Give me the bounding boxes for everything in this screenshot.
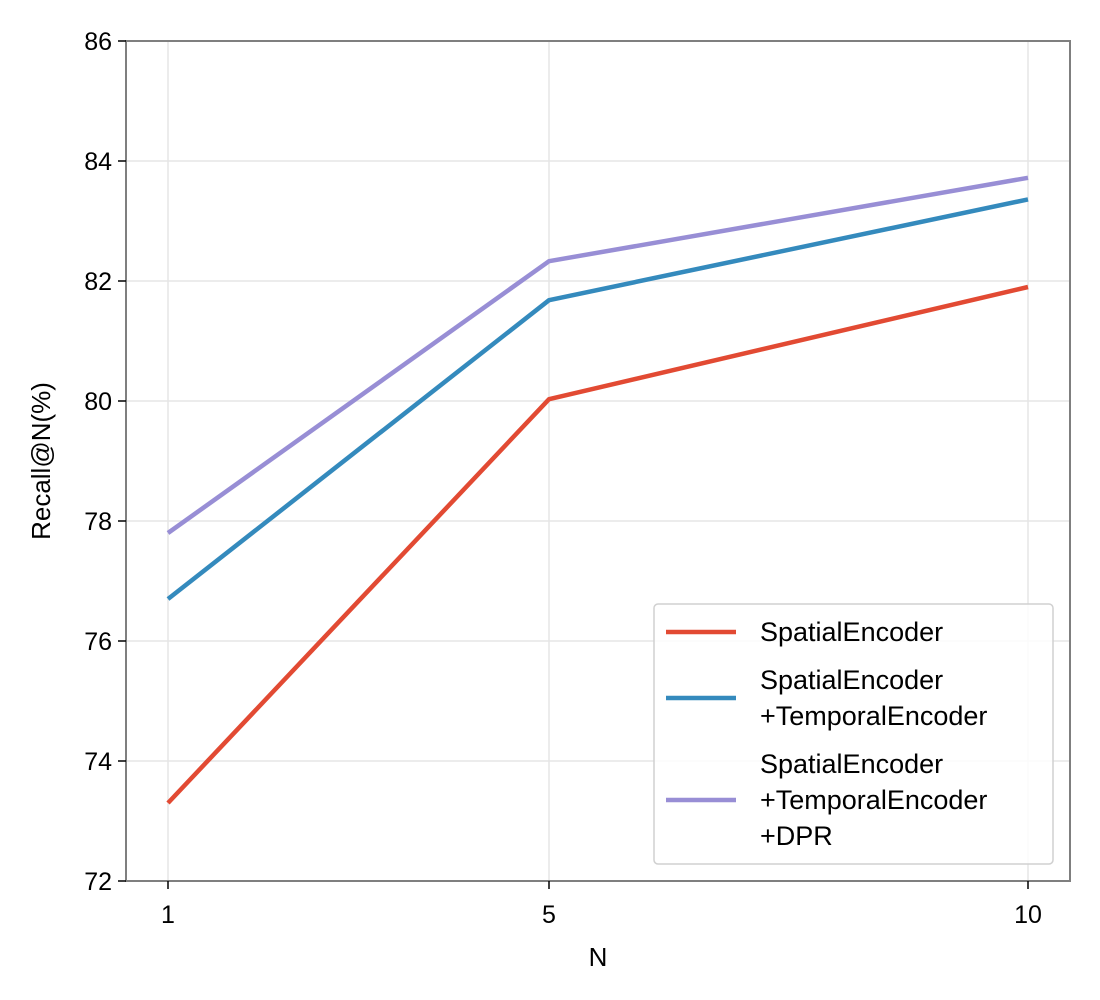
x-tick-label: 10 (1014, 901, 1042, 929)
y-tick-label: 80 (84, 388, 112, 416)
y-axis-label: Recall@N(%) (26, 382, 56, 540)
legend-label: +DPR (760, 821, 833, 851)
series-line-1 (166, 284, 1029, 805)
y-tick-label: 74 (84, 748, 112, 776)
y-tick-label: 82 (84, 268, 112, 296)
y-tick-label: 86 (84, 28, 112, 56)
y-axis-ticks: 72 74 76 78 80 82 84 86 (84, 28, 126, 896)
x-tick-label: 1 (161, 901, 175, 929)
series-line-2 (166, 197, 1029, 601)
y-tick-label: 84 (84, 148, 112, 176)
legend-label: SpatialEncoder (760, 617, 943, 647)
legend-label: +TemporalEncoder (760, 701, 987, 731)
y-tick-label: 76 (84, 628, 112, 656)
legend-box (653, 603, 1054, 865)
legend-label: SpatialEncoder (760, 749, 943, 779)
y-tick-label: 78 (84, 508, 112, 536)
x-tick-label: 5 (542, 901, 556, 929)
grid-lines (126, 40, 1070, 882)
legend: SpatialEncoder SpatialEncoder +TemporalEnc… (653, 603, 1054, 865)
x-axis-ticks: 1 5 10 (161, 881, 1042, 929)
series-line-3 (166, 175, 1029, 535)
legend-label: +TemporalEncoder (760, 785, 987, 815)
y-tick-label: 72 (84, 868, 112, 896)
x-axis-label: N (589, 942, 608, 972)
series-lines (166, 175, 1029, 805)
plot-frame (125, 40, 1071, 882)
legend-label: SpatialEncoder (760, 665, 943, 695)
